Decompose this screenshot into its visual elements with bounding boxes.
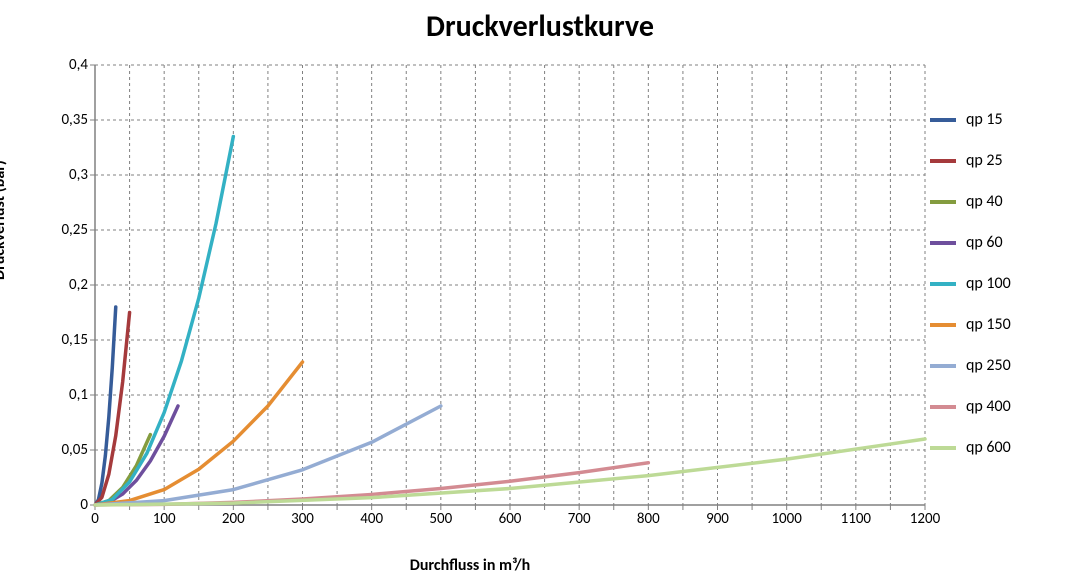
y-tick-label: 0,35 xyxy=(38,111,88,129)
legend-item: qp 250 xyxy=(930,356,1070,375)
legend-label: qp 400 xyxy=(966,397,1011,416)
x-tick-label: 700 xyxy=(559,510,599,528)
legend-item: qp 400 xyxy=(930,397,1070,416)
x-tick-label: 1100 xyxy=(836,510,876,528)
legend-label: qp 15 xyxy=(966,110,1003,129)
legend-swatch xyxy=(930,446,956,450)
x-axis-label: Durchfluss in m³/h xyxy=(0,556,940,575)
x-tick-label: 600 xyxy=(490,510,530,528)
x-tick-label: 200 xyxy=(213,510,253,528)
x-tick-label: 1000 xyxy=(767,510,807,528)
legend-item: qp 150 xyxy=(930,315,1070,334)
x-tick-label: 900 xyxy=(698,510,738,528)
legend-label: qp 250 xyxy=(966,356,1011,375)
legend-swatch xyxy=(930,200,956,204)
legend-swatch xyxy=(930,118,956,122)
legend-swatch xyxy=(930,323,956,327)
x-tick-label: 300 xyxy=(283,510,323,528)
y-tick-label: 0,25 xyxy=(38,221,88,239)
x-tick-label: 800 xyxy=(628,510,668,528)
x-tick-label: 100 xyxy=(144,510,184,528)
legend-label: qp 600 xyxy=(966,438,1011,457)
legend-item: qp 600 xyxy=(930,438,1070,457)
y-tick-label: 0,05 xyxy=(38,441,88,459)
legend-label: qp 100 xyxy=(966,274,1011,293)
plot-area xyxy=(95,65,925,505)
legend-swatch xyxy=(930,241,956,245)
legend-item: qp 25 xyxy=(930,151,1070,170)
x-tick-label: 0 xyxy=(75,510,115,528)
legend-item: qp 40 xyxy=(930,192,1070,211)
legend-item: qp 15 xyxy=(930,110,1070,129)
legend-swatch xyxy=(930,364,956,368)
legend-swatch xyxy=(930,405,956,409)
legend-item: qp 100 xyxy=(930,274,1070,293)
legend-label: qp 40 xyxy=(966,192,1003,211)
chart-container: Druckverlustkurve Druckverlust (bar) Dur… xyxy=(0,0,1080,581)
chart-title: Druckverlustkurve xyxy=(0,8,1080,45)
legend: qp 15 qp 25 qp 40 qp 60 qp 100 qp 150 qp 250 qp… xyxy=(930,110,1070,479)
legend-swatch xyxy=(930,282,956,286)
x-tick-label: 1200 xyxy=(905,510,945,528)
x-tick-label: 400 xyxy=(352,510,392,528)
y-tick-label: 0,1 xyxy=(38,386,88,404)
legend-label: qp 60 xyxy=(966,233,1003,252)
y-tick-label: 0,2 xyxy=(38,276,88,294)
legend-item: qp 60 xyxy=(930,233,1070,252)
legend-label: qp 150 xyxy=(966,315,1011,334)
legend-swatch xyxy=(930,159,956,163)
legend-label: qp 25 xyxy=(966,151,1003,170)
y-tick-label: 0,4 xyxy=(38,56,88,74)
y-tick-label: 0,15 xyxy=(38,331,88,349)
x-tick-label: 500 xyxy=(421,510,461,528)
y-tick-label: 0,3 xyxy=(38,166,88,184)
y-axis-label: Druckverlust (bar) xyxy=(0,160,9,280)
